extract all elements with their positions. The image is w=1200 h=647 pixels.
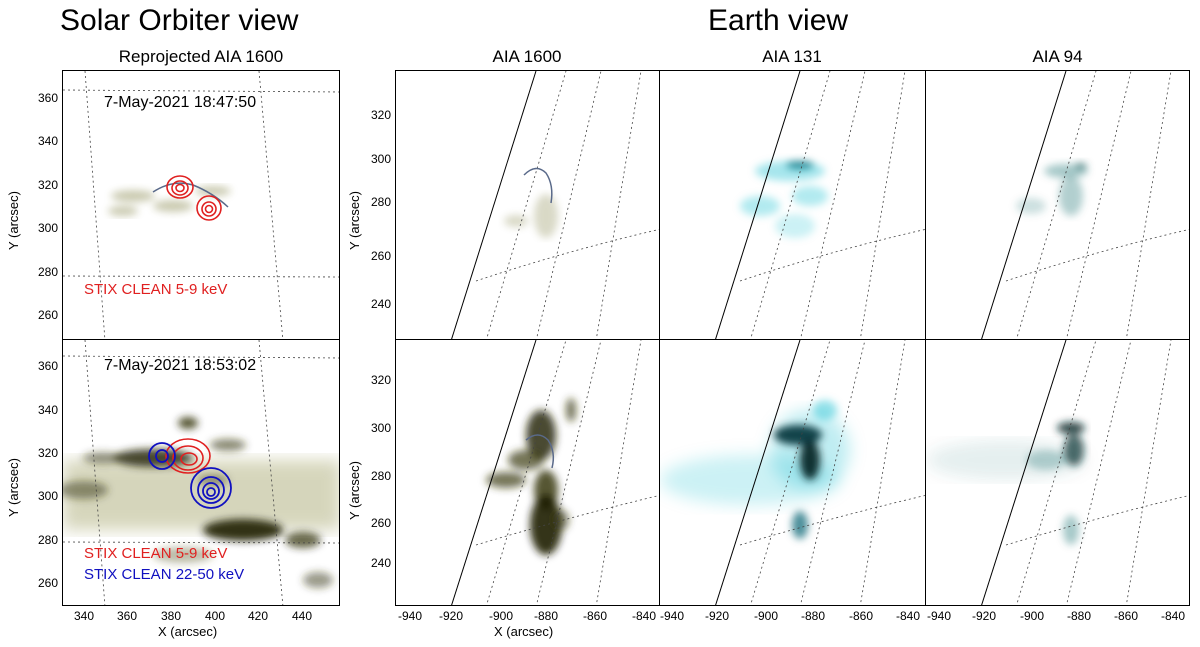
right-xtick: -940	[397, 609, 423, 623]
right-xtick: -900	[753, 609, 779, 623]
left-xlabel: X (arcsec)	[158, 624, 218, 639]
solo-panel-bottom	[62, 339, 340, 606]
left-ytick: 320	[37, 178, 58, 192]
left-ytick: 280	[37, 533, 58, 547]
solar-orbiter-header: Solar Orbiter view	[60, 4, 299, 37]
right-xtick: -860	[848, 609, 874, 623]
left-ylabel-bottom: Y (arcsec)	[6, 458, 21, 517]
panel-title-aia94: AIA 94	[1032, 47, 1083, 66]
left-xtick: 440	[291, 609, 313, 623]
earth-view-header: Earth view	[708, 4, 849, 37]
aia131-top-image	[715, 71, 925, 339]
timestamp-bottom: 7-May-2021 18:53:02	[104, 357, 257, 374]
left-xtick: 400	[204, 609, 226, 623]
right-xtick: -880	[1066, 609, 1092, 623]
right-ylabel-bottom: Y (arcsec)	[347, 461, 362, 520]
left-xtick: 420	[247, 609, 269, 623]
aia94-panel-bottom	[925, 339, 1190, 606]
right-xtick: -840	[631, 609, 657, 623]
left-ytick: 360	[37, 91, 58, 105]
panel-title-aia131: AIA 131	[762, 47, 822, 66]
solo-top-image	[63, 71, 339, 339]
timestamp-top: 7-May-2021 18:47:50	[104, 94, 257, 111]
aia94-top-image	[981, 71, 1189, 339]
right-xtick: -840	[1160, 609, 1186, 623]
right-xtick: -920	[438, 609, 464, 623]
right-ytick: 300	[370, 421, 391, 435]
legend-stix-high-bottom: STIX CLEAN 22-50 keV	[84, 566, 245, 583]
left-ytick: 260	[37, 576, 58, 590]
left-ytick: 360	[37, 359, 58, 373]
right-xtick: -860	[1113, 609, 1139, 623]
right-xtick: -940	[659, 609, 685, 623]
right-xtick: -860	[582, 609, 608, 623]
right-xtick: -900	[488, 609, 514, 623]
right-ytick: 280	[370, 469, 391, 483]
legend-stix-low-bottom: STIX CLEAN 5-9 keV	[84, 545, 228, 562]
aia131-panel-top	[659, 70, 926, 340]
right-xtick: -920	[971, 609, 997, 623]
right-ytick: 240	[370, 297, 391, 311]
legend-stix-low-top: STIX CLEAN 5-9 keV	[84, 281, 228, 298]
solo-panel-top	[62, 70, 340, 340]
left-xtick: 340	[73, 609, 95, 623]
right-xtick: -940	[926, 609, 952, 623]
panel-title-aia1600: AIA 1600	[492, 47, 562, 66]
right-ytick: 240	[370, 556, 391, 570]
right-ytick: 320	[370, 373, 391, 387]
aia1600-top-image	[451, 71, 659, 339]
right-ylabel-top: Y (arcsec)	[347, 191, 362, 250]
left-ylabel-top: Y (arcsec)	[6, 191, 21, 250]
left-ytick: 340	[37, 403, 58, 417]
right-xtick: -840	[895, 609, 921, 623]
right-xtick: -880	[800, 609, 826, 623]
aia1600-bottom-image	[451, 340, 659, 605]
right-xtick: -920	[704, 609, 730, 623]
left-xtick: 360	[116, 609, 138, 623]
panel-title-reprojected: Reprojected AIA 1600	[118, 47, 284, 66]
right-ytick: 260	[370, 516, 391, 530]
left-ytick: 300	[37, 489, 58, 503]
aia131-bottom-image	[660, 340, 925, 605]
right-ytick: 320	[370, 108, 391, 122]
aia131-panel-bottom	[659, 339, 926, 606]
left-xtick: 380	[160, 609, 182, 623]
solo-bottom-image	[63, 340, 339, 605]
aia94-panel-top	[925, 70, 1190, 340]
right-xtick: -880	[533, 609, 559, 623]
aia94-bottom-image	[926, 340, 1189, 605]
right-xlabel: X (arcsec)	[494, 624, 554, 639]
right-ytick: 280	[370, 195, 391, 209]
aia1600-panel-top	[395, 70, 660, 340]
left-ytick: 300	[37, 221, 58, 235]
left-ytick: 340	[37, 134, 58, 148]
right-xtick: -900	[1019, 609, 1045, 623]
right-ytick: 260	[370, 249, 391, 263]
right-ytick: 300	[370, 152, 391, 166]
aia1600-panel-bottom	[395, 339, 660, 606]
left-ytick: 320	[37, 446, 58, 460]
left-ytick: 260	[37, 308, 58, 322]
left-ytick: 280	[37, 265, 58, 279]
